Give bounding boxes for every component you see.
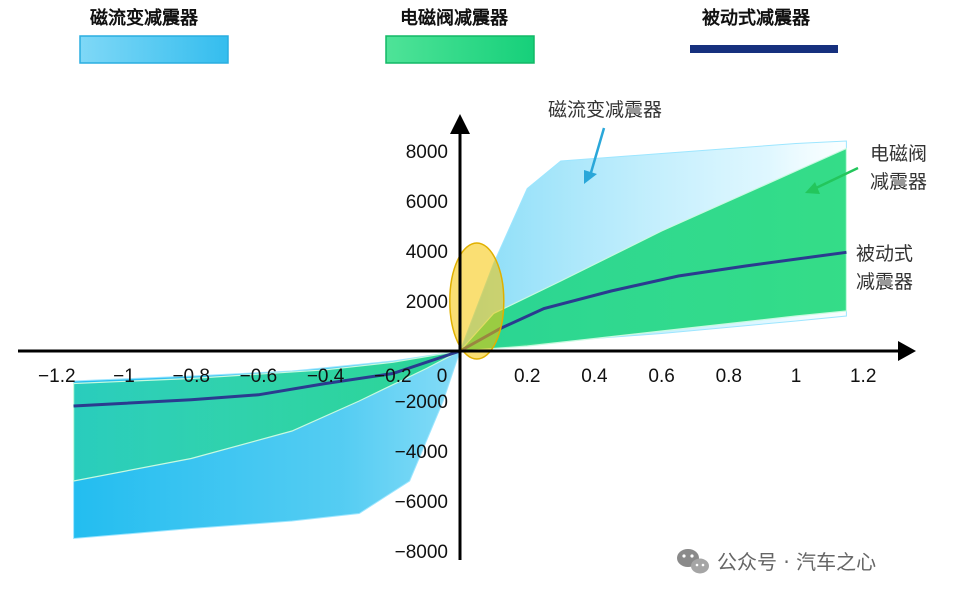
annotation-mr-arrowhead bbox=[584, 170, 597, 184]
annotation-sv-arrow bbox=[815, 166, 859, 190]
y-tick-label: −6000 bbox=[395, 492, 448, 513]
annotation-sv-line1: 电磁阀 bbox=[870, 143, 927, 165]
y-tick-label: −8000 bbox=[395, 542, 448, 563]
x-tick-label: 0.8 bbox=[716, 366, 742, 387]
annotation-passive-line1: 被动式 bbox=[856, 243, 913, 265]
legend-label-sv: 电磁阀减震器 bbox=[400, 7, 509, 29]
y-tick-label: 6000 bbox=[406, 192, 448, 213]
annotation-mr: 磁流变减震器 bbox=[548, 99, 662, 184]
y-tick-label: −4000 bbox=[395, 442, 448, 463]
x-tick-label: −0.2 bbox=[374, 366, 412, 387]
wechat-icon bbox=[677, 549, 709, 574]
x-tick-label: 1 bbox=[791, 366, 802, 387]
annotation-sv: 电磁阀 减震器 bbox=[805, 143, 927, 194]
watermark: 公众号 · 汽车之心 bbox=[677, 549, 876, 574]
x-tick-label: −1 bbox=[113, 366, 135, 387]
x-tick-label: 0.2 bbox=[514, 366, 540, 387]
highlight-ellipse bbox=[449, 242, 505, 360]
x-tick-label: 1.2 bbox=[850, 366, 876, 387]
x-tick-labels: −1.2 −1 −0.8 −0.6 −0.4 −0.2 0 0.2 0.4 0.6 0.8 1 1.2 bbox=[38, 366, 876, 387]
annotation-sv-arrowhead bbox=[805, 182, 820, 194]
x-tick-label: −0.8 bbox=[172, 366, 210, 387]
y-tick-label: −2000 bbox=[395, 392, 448, 413]
y-axis-arrow bbox=[450, 114, 470, 134]
band-solenoid-damper bbox=[73, 147, 847, 482]
x-tick-label: −1.2 bbox=[38, 366, 76, 387]
y-tick-label: 4000 bbox=[406, 242, 448, 263]
annotation-sv-line2: 减震器 bbox=[870, 171, 927, 193]
x-tick-label: 0.4 bbox=[581, 366, 608, 387]
legend-swatch-passive bbox=[690, 45, 838, 53]
legend-swatch-sv bbox=[385, 35, 535, 64]
legend-swatch-mr bbox=[79, 35, 229, 64]
x-tick-label: 0.6 bbox=[648, 366, 674, 387]
x-tick-label: 0 bbox=[437, 366, 448, 387]
legend: 磁流变减震器 电磁阀减震器 被动式减震器 bbox=[79, 7, 838, 64]
y-tick-label: 2000 bbox=[406, 292, 448, 313]
y-tick-labels: 8000 6000 4000 2000 −2000 −4000 −6000 −8000 bbox=[395, 142, 448, 563]
axes bbox=[18, 114, 916, 560]
legend-item-sv: 电磁阀减震器 bbox=[385, 7, 535, 64]
annotation-passive-line2: 减震器 bbox=[856, 271, 913, 293]
legend-item-passive: 被动式减震器 bbox=[690, 7, 838, 53]
x-axis-arrow bbox=[898, 341, 916, 361]
legend-label-passive: 被动式减震器 bbox=[702, 7, 811, 29]
x-tick-label: −0.6 bbox=[240, 366, 278, 387]
legend-item-mr: 磁流变减震器 bbox=[79, 7, 229, 64]
y-tick-label: 8000 bbox=[406, 142, 448, 163]
annotation-mr-text: 磁流变减震器 bbox=[548, 99, 662, 121]
watermark-text: 公众号 · 汽车之心 bbox=[717, 550, 876, 574]
annotations: 磁流变减震器 电磁阀 减震器 被动式 减震器 bbox=[548, 99, 927, 293]
annotation-passive: 被动式 减震器 bbox=[856, 243, 913, 293]
plot-area bbox=[73, 140, 847, 540]
x-tick-label: −0.4 bbox=[307, 366, 345, 387]
legend-label-mr: 磁流变减震器 bbox=[90, 7, 199, 29]
annotation-mr-arrow bbox=[588, 127, 606, 177]
